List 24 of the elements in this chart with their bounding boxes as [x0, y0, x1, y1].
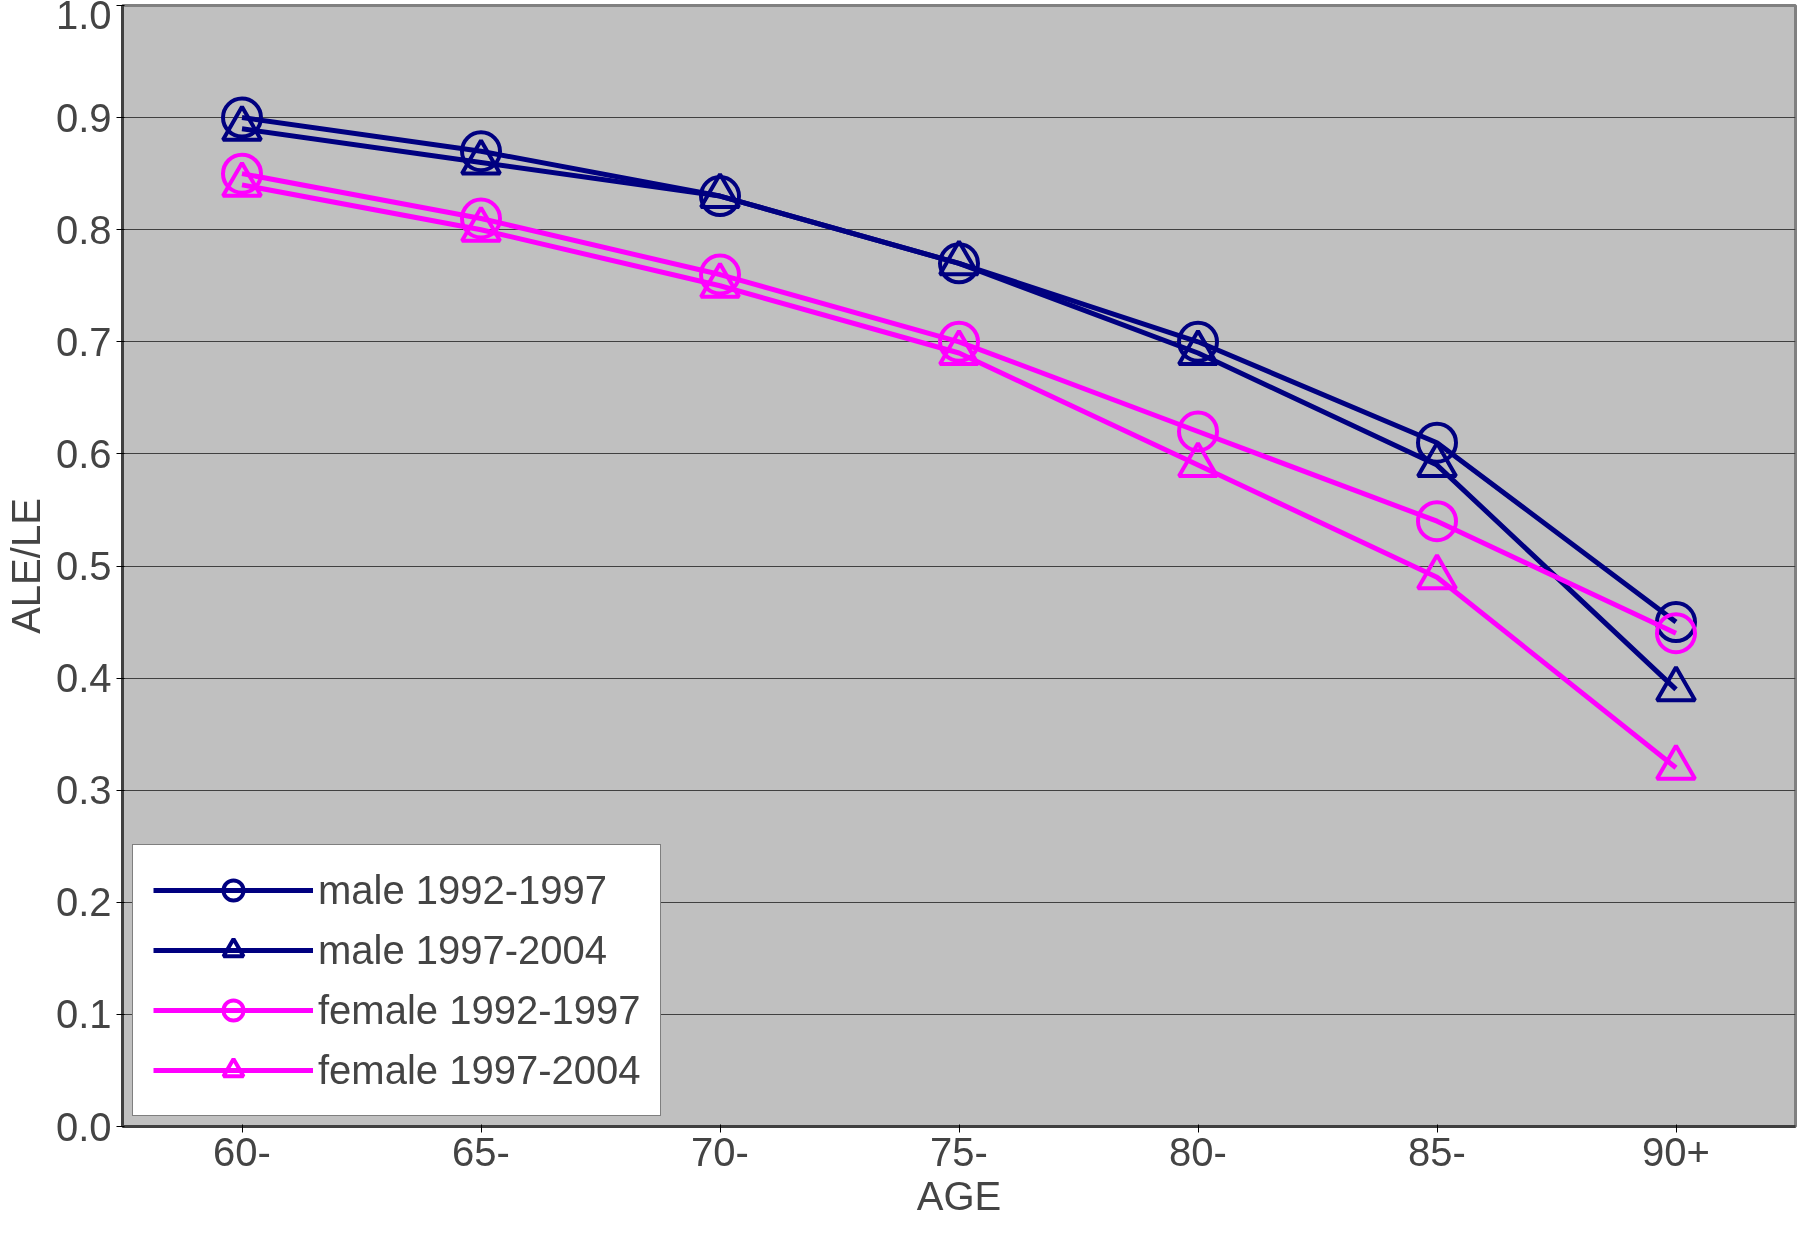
y-tick-label: 0.0: [55, 1104, 112, 1149]
y-tick-label: 0.6: [55, 431, 112, 476]
legend-label: female 1992-1997: [318, 987, 641, 1033]
legend-label: male 1997-2004: [318, 927, 608, 973]
x-tick-label: 85-: [1408, 1129, 1466, 1174]
x-tick-label: 80-: [1169, 1129, 1227, 1174]
y-tick-label: 0.7: [55, 319, 112, 364]
x-axis-title: AGE: [916, 1173, 1002, 1218]
y-tick-label: 0.5: [55, 544, 112, 588]
x-tick-label: 70-: [691, 1129, 749, 1174]
y-axis-title: ALE/LE: [3, 498, 48, 634]
y-tick-label: 0.8: [55, 207, 112, 252]
x-tick-label: 65-: [452, 1129, 510, 1174]
y-tick-label: 0.2: [55, 880, 112, 925]
x-tick-label: 75-: [930, 1129, 988, 1174]
y-tick-label: 0.4: [55, 656, 112, 701]
y-tick-label: 1.0: [55, 0, 112, 37]
x-tick-label: 60-: [213, 1129, 271, 1174]
y-tick-label: 0.9: [55, 95, 112, 140]
y-tick-label: 0.3: [55, 768, 112, 813]
y-tick-label: 0.1: [55, 992, 112, 1037]
legend-label: female 1997-2004: [318, 1047, 641, 1093]
legend-label: male 1992-1997: [318, 867, 608, 913]
x-tick-label: 90+: [1642, 1129, 1710, 1174]
